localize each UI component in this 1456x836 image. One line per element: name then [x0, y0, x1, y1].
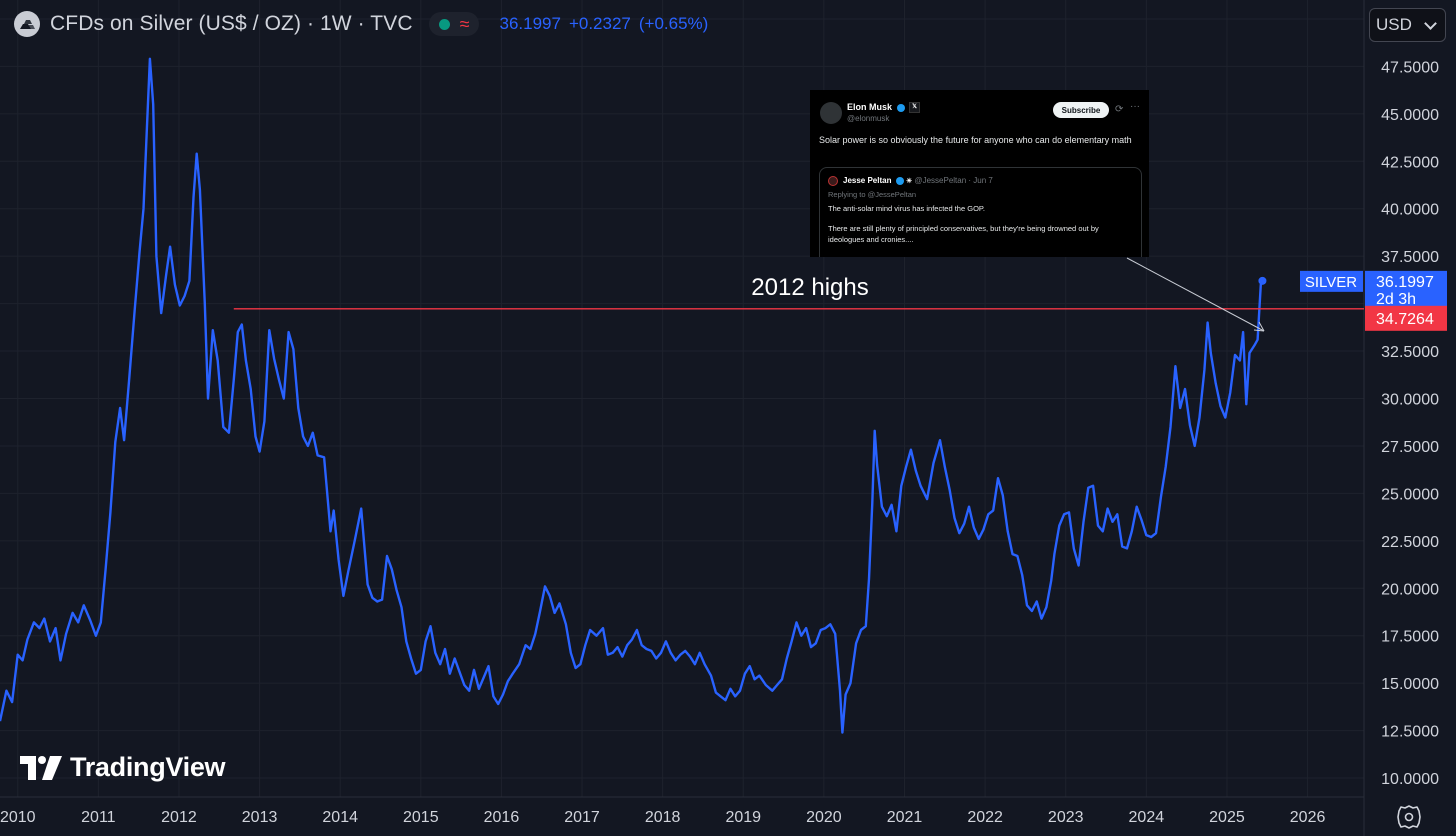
- quoted-text: The anti-solar mind virus has infected t…: [828, 203, 1133, 254]
- tradingview-watermark: TradingView: [20, 752, 226, 783]
- quote-readout: 36.1997 +0.2327 (+0.65%): [499, 14, 708, 34]
- verified-badge-icon: [895, 176, 904, 185]
- tweet-author-name[interactable]: Elon Musk 𝕏: [847, 102, 921, 114]
- y-tick-label[interactable]: 22.5000: [1381, 534, 1439, 551]
- price-change-percent: (+0.65%): [638, 14, 709, 33]
- silver-bars-icon[interactable]: [14, 11, 40, 37]
- tweet-author-handle[interactable]: @elonmusk: [847, 114, 890, 123]
- quoted-tweet[interactable]: Jesse Peltan ☀ @JessePeltan · Jun 7 Repl…: [819, 167, 1142, 257]
- currency-value: USD: [1376, 15, 1412, 34]
- y-tick-label[interactable]: 40.0000: [1381, 202, 1439, 219]
- y-tick-label[interactable]: 25.0000: [1381, 486, 1439, 503]
- x-tick-label[interactable]: 2023: [1048, 809, 1084, 826]
- x-tick-label[interactable]: 2019: [725, 809, 761, 826]
- y-tick-label[interactable]: 12.5000: [1381, 724, 1439, 741]
- bar-countdown-tag: 2d 3h: [1376, 291, 1416, 308]
- silver-price-line: [0, 57, 1264, 734]
- last-price-marker: [1258, 276, 1267, 285]
- x-tick-label[interactable]: 2013: [242, 809, 278, 826]
- y-tick-label[interactable]: 47.5000: [1381, 59, 1439, 76]
- x-tick-label[interactable]: 2021: [887, 809, 923, 826]
- x-tick-label[interactable]: 2015: [403, 809, 439, 826]
- tradingview-logo-icon: [20, 755, 62, 780]
- sun-emoji-icon: ☀: [905, 178, 913, 185]
- x-tick-label[interactable]: 2024: [1129, 809, 1165, 826]
- quoted-author-handle: @JessePeltan · Jun 7: [914, 176, 993, 185]
- x-tick-label[interactable]: 2012: [161, 809, 197, 826]
- tweet-pointer-arrow: [1126, 257, 1265, 332]
- y-tick-label[interactable]: 37.5000: [1381, 249, 1439, 266]
- quoted-author-avatar: [828, 176, 838, 186]
- highs-level-tag: 34.7264: [1376, 311, 1434, 328]
- market-open-dot-icon: [438, 18, 450, 30]
- embedded-tweet[interactable]: Elon Musk 𝕏 @elonmusk Subscribe ⟳ ··· So…: [810, 90, 1149, 257]
- tweet-author-avatar[interactable]: [820, 102, 842, 124]
- tweet-pointer-arrowhead: [1253, 321, 1265, 332]
- quoted-line-1: The anti-solar mind virus has infected t…: [828, 204, 986, 213]
- last-price: 36.1997: [499, 14, 561, 33]
- x-tick-label[interactable]: 2017: [564, 809, 600, 826]
- quoted-author-name: Jesse Peltan ☀ @JessePeltan · Jun 7: [843, 176, 993, 185]
- x-tick-label[interactable]: 2011: [81, 809, 116, 826]
- x-tick-label[interactable]: 2022: [967, 809, 1003, 826]
- y-tick-label[interactable]: 42.5000: [1381, 154, 1439, 171]
- tradingview-wordmark: TradingView: [70, 752, 226, 782]
- y-tick-label[interactable]: 20.0000: [1381, 581, 1439, 598]
- symbol-title[interactable]: CFDs on Silver (US$ / OZ) · 1W · TVC: [50, 12, 413, 35]
- quoted-line-2: There are still plenty of principled con…: [828, 224, 1099, 244]
- x-tick-label[interactable]: 2020: [806, 809, 842, 826]
- time-axis[interactable]: 2010 2011 2012 2013 2014 2015 2016 2017 2018 2019…: [0, 809, 1325, 826]
- y-tick-label[interactable]: 27.5000: [1381, 439, 1439, 456]
- tweet-text: Solar power is so obviously the future f…: [819, 135, 1132, 145]
- currency-select[interactable]: USD: [1369, 8, 1446, 42]
- y-tick-label[interactable]: 45.0000: [1381, 107, 1439, 124]
- x-tick-label[interactable]: 2014: [322, 809, 358, 826]
- symbol-tag-label: SILVER: [1305, 274, 1357, 291]
- series-layer: [0, 57, 1267, 734]
- market-status-pill[interactable]: ≈: [428, 12, 480, 36]
- highs-layer: 2012 highs: [233, 274, 1364, 310]
- more-options-icon[interactable]: ···: [1130, 101, 1140, 112]
- highs-level-tag-bg: [1365, 305, 1447, 331]
- y-tick-label[interactable]: 32.5000: [1381, 344, 1439, 361]
- grok-icon[interactable]: ⟳: [1115, 104, 1124, 115]
- price-change: +0.2327: [568, 14, 631, 33]
- x-tick-label[interactable]: 2016: [484, 809, 520, 826]
- gear-icon[interactable]: [1396, 804, 1422, 830]
- x-tick-label[interactable]: 2010: [0, 809, 36, 826]
- x-affiliate-icon: 𝕏: [909, 102, 921, 114]
- y-tick-label[interactable]: 15.0000: [1381, 676, 1439, 693]
- chart-header: CFDs on Silver (US$ / OZ) · 1W · TVC ≈ 3…: [14, 8, 708, 40]
- subscribe-button[interactable]: Subscribe: [1053, 102, 1109, 118]
- x-tick-label[interactable]: 2026: [1290, 809, 1326, 826]
- last-price-tag: 36.1997: [1376, 274, 1434, 291]
- verified-badge-icon: [896, 103, 905, 112]
- y-tick-label[interactable]: 10.0000: [1381, 771, 1439, 788]
- x-tick-label[interactable]: 2018: [645, 809, 681, 826]
- chevron-down-icon: [1424, 16, 1437, 30]
- y-tick-label[interactable]: 17.5000: [1381, 629, 1439, 646]
- last-price-tag-bg: [1365, 270, 1447, 309]
- delayed-data-wave-icon: ≈: [459, 14, 470, 34]
- y-tick-label[interactable]: 30.0000: [1381, 392, 1439, 409]
- x-tick-label[interactable]: 2025: [1209, 809, 1245, 826]
- replying-to: Replying to @JessePeltan: [828, 190, 917, 199]
- highs-annotation-label: 2012 highs: [751, 274, 868, 301]
- symbol-tag-bg: [1300, 270, 1363, 292]
